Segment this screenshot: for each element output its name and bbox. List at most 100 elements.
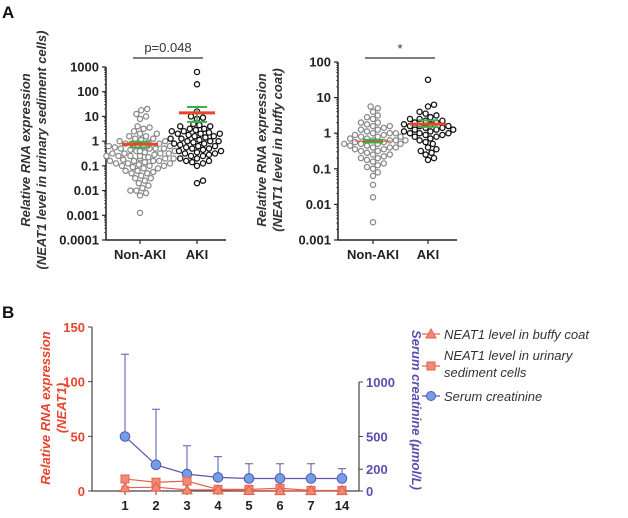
data-point	[165, 150, 173, 157]
data-point	[112, 160, 120, 167]
data-point	[167, 135, 174, 142]
chart-b-timecourse: Relative RNA expression (NEAT1) Serum cr…	[38, 320, 590, 513]
data-point	[152, 145, 159, 152]
data-point	[184, 137, 191, 145]
data-point	[176, 155, 184, 162]
data-point	[445, 129, 452, 137]
data-point	[369, 144, 377, 151]
data-point	[363, 142, 371, 149]
data-point	[151, 151, 158, 158]
series-line	[124, 436, 342, 480]
data-point	[196, 136, 203, 144]
data-point	[131, 135, 139, 142]
data-point	[196, 121, 203, 129]
data-point	[357, 133, 365, 141]
legend: NEAT1 level in buffy coat NEAT1 level in…	[422, 327, 590, 404]
data-point	[369, 181, 377, 189]
legend-label-line2: sediment cells	[444, 365, 527, 380]
data-point	[182, 157, 190, 165]
chart-a-urinary: Relative RNA expression (NEAT1 level in …	[18, 31, 226, 269]
data-point	[150, 481, 162, 492]
data-point	[136, 209, 144, 217]
data-point	[346, 142, 354, 149]
data-point	[357, 147, 365, 155]
data-point	[133, 110, 140, 118]
right-y-tick-label: 1000	[366, 375, 395, 390]
data-point	[181, 483, 193, 495]
data-point	[416, 108, 423, 116]
data-point	[374, 119, 382, 126]
data-point	[199, 160, 207, 167]
y-tick-label: 100	[77, 84, 99, 99]
data-point	[122, 167, 129, 175]
x-tick-label: 14	[335, 498, 350, 513]
data-point	[105, 142, 113, 150]
x-tick-label: 6	[276, 498, 283, 513]
data-point	[150, 459, 162, 471]
data-point	[180, 128, 188, 135]
data-point	[133, 187, 140, 194]
data-point	[422, 138, 429, 146]
data-point	[142, 113, 150, 120]
data-point	[430, 101, 438, 108]
x-tick-label: 5	[245, 498, 252, 513]
data-point	[170, 155, 177, 162]
left-y-tick-label: 0	[78, 484, 85, 499]
data-point	[374, 161, 382, 169]
data-point	[199, 146, 207, 154]
data-point	[161, 155, 169, 162]
data-point	[243, 484, 255, 495]
data-point	[369, 165, 377, 173]
data-point	[119, 481, 131, 493]
data-point	[140, 165, 147, 172]
data-point	[422, 110, 429, 117]
data-point	[143, 105, 151, 113]
data-point	[357, 154, 365, 162]
data-point	[134, 123, 141, 130]
data-point	[417, 147, 425, 155]
significance-label: *	[397, 41, 402, 56]
data-point	[161, 137, 169, 145]
data-point	[193, 155, 201, 162]
y-tick-label: 0.01	[306, 197, 331, 212]
data-point	[340, 140, 348, 148]
data-point	[305, 473, 317, 484]
y-tick-label: 10	[85, 109, 99, 124]
data-point	[433, 112, 440, 119]
data-point	[369, 151, 377, 158]
data-point	[155, 157, 163, 165]
data-point	[116, 137, 123, 145]
data-point	[175, 147, 183, 155]
data-point	[422, 131, 429, 139]
right-axis-label: Serum creatinine (µmol/L)	[409, 330, 424, 490]
data-point	[346, 135, 354, 142]
data-point	[380, 145, 388, 153]
data-point	[181, 150, 189, 157]
data-point	[427, 128, 434, 135]
data-point	[427, 135, 434, 142]
data-point	[274, 473, 286, 484]
data-point	[428, 149, 435, 157]
data-point	[117, 145, 125, 152]
data-point	[424, 144, 432, 151]
data-point	[137, 107, 145, 114]
circle-marker-icon	[426, 391, 436, 401]
y-tick-label: 0.01	[74, 183, 99, 198]
data-point	[369, 194, 377, 201]
data-point	[363, 113, 371, 121]
data-point	[199, 152, 207, 160]
data-point	[206, 137, 214, 145]
legend-item-urinary: NEAT1 level in urinary sediment cells	[422, 348, 574, 380]
data-point	[369, 218, 377, 226]
data-point	[243, 473, 255, 484]
data-point	[305, 484, 317, 496]
data-point	[374, 126, 382, 133]
data-point	[103, 152, 110, 160]
y-tick-label: 10	[317, 90, 331, 105]
data-point	[205, 129, 213, 136]
data-point	[193, 179, 201, 187]
data-point	[392, 129, 400, 137]
series-line	[124, 486, 342, 492]
data-point	[416, 129, 423, 137]
data-point	[369, 172, 377, 180]
